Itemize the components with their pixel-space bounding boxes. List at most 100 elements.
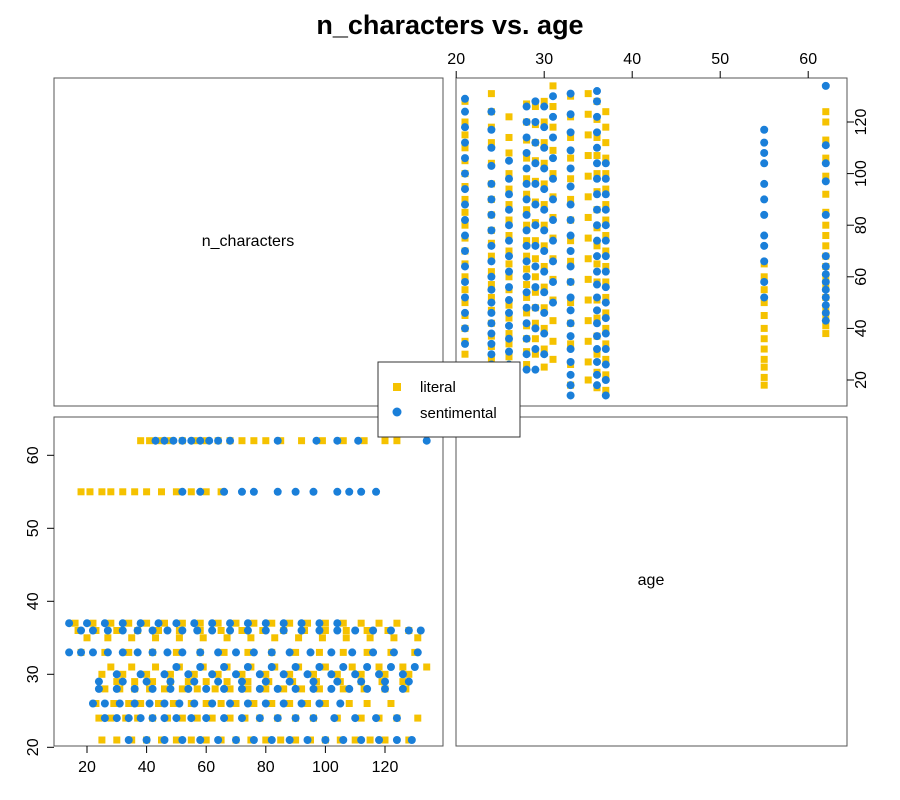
legend: literal sentimental (377, 361, 521, 438)
point-sentimental (487, 285, 496, 294)
point-literal (149, 678, 157, 686)
point-literal (487, 293, 495, 301)
point-literal (822, 322, 830, 330)
point-literal (531, 350, 539, 358)
point-sentimental (505, 156, 513, 165)
point-literal (602, 309, 610, 317)
point-literal (143, 670, 151, 678)
point-sentimental (505, 221, 513, 230)
point-literal (584, 234, 592, 242)
point-sentimental (413, 648, 422, 657)
point-sentimental (94, 684, 103, 693)
point-sentimental (566, 216, 575, 225)
point-sentimental (285, 677, 294, 686)
point-sentimental (566, 381, 575, 390)
point-literal (461, 221, 469, 229)
point-literal (567, 133, 575, 141)
point-sentimental (297, 699, 306, 708)
tick-label-n-characters-bottom: 120 (372, 759, 399, 776)
point-sentimental (821, 262, 830, 271)
point-sentimental (196, 736, 205, 744)
point-sentimental (285, 736, 294, 744)
legend-marker-sentimental (392, 407, 402, 417)
point-sentimental (214, 736, 223, 744)
point-sentimental (124, 736, 133, 744)
point-literal (393, 619, 401, 627)
point-literal (342, 634, 350, 642)
point-sentimental (220, 487, 229, 496)
point-literal (286, 619, 294, 627)
point-literal (95, 714, 103, 722)
point-sentimental (255, 684, 264, 693)
point-literal (523, 175, 531, 183)
point-sentimental (522, 303, 531, 312)
point-sentimental (345, 487, 354, 496)
point-sentimental (601, 283, 610, 292)
point-literal (315, 648, 323, 656)
point-literal (505, 216, 513, 224)
point-literal (540, 345, 548, 353)
point-literal (125, 619, 133, 627)
point-literal (540, 363, 548, 371)
point-sentimental (601, 376, 610, 384)
point-literal (540, 118, 548, 126)
tick-label-n-characters-bottom: 20 (78, 759, 96, 776)
point-sentimental (392, 714, 401, 723)
tick-label-n-characters-bottom: 80 (257, 759, 275, 776)
point-literal (292, 648, 300, 656)
point-literal (549, 123, 557, 131)
point-literal (593, 170, 601, 178)
point-sentimental (232, 736, 240, 744)
tick-label-age-left: 50 (25, 519, 42, 537)
point-literal (190, 670, 198, 678)
point-literal (318, 437, 326, 445)
point-literal (223, 678, 231, 686)
point-sentimental (112, 714, 121, 723)
point-literal (119, 670, 127, 678)
tick-label-age-top: 60 (799, 51, 817, 68)
point-literal (414, 714, 422, 722)
point-sentimental (112, 670, 121, 679)
point-literal (381, 670, 389, 678)
point-literal (193, 685, 201, 693)
point-sentimental (593, 221, 601, 230)
point-literal (602, 123, 610, 131)
point-literal (584, 193, 592, 201)
point-sentimental (77, 648, 86, 657)
point-sentimental (285, 648, 294, 657)
point-sentimental (279, 699, 288, 708)
point-sentimental (593, 205, 601, 214)
point-literal (268, 700, 276, 707)
point-literal (461, 131, 469, 139)
point-literal (505, 260, 513, 268)
point-sentimental (505, 174, 513, 183)
point-literal (822, 232, 830, 240)
point-sentimental (531, 118, 540, 126)
point-sentimental (112, 684, 121, 693)
point-literal (602, 371, 610, 379)
point-literal (262, 685, 270, 693)
point-sentimental (487, 143, 496, 152)
point-sentimental (142, 677, 151, 686)
point-literal (593, 260, 601, 268)
point-sentimental (461, 293, 469, 302)
point-literal (602, 139, 610, 147)
panel-top-right (455, 77, 848, 407)
point-literal (232, 619, 240, 627)
point-literal (423, 663, 431, 671)
point-literal (505, 149, 513, 157)
point-literal (315, 685, 323, 693)
point-sentimental (404, 677, 413, 686)
point-sentimental (593, 319, 601, 328)
point-sentimental (148, 626, 157, 635)
point-sentimental (531, 159, 540, 168)
point-sentimental (593, 252, 601, 261)
point-sentimental (118, 648, 127, 657)
point-literal (146, 437, 154, 445)
point-sentimental (601, 159, 610, 168)
point-sentimental (261, 699, 270, 708)
point-sentimental (65, 619, 74, 628)
point-literal (760, 335, 768, 343)
point-literal (208, 714, 216, 722)
point-sentimental (136, 619, 145, 628)
